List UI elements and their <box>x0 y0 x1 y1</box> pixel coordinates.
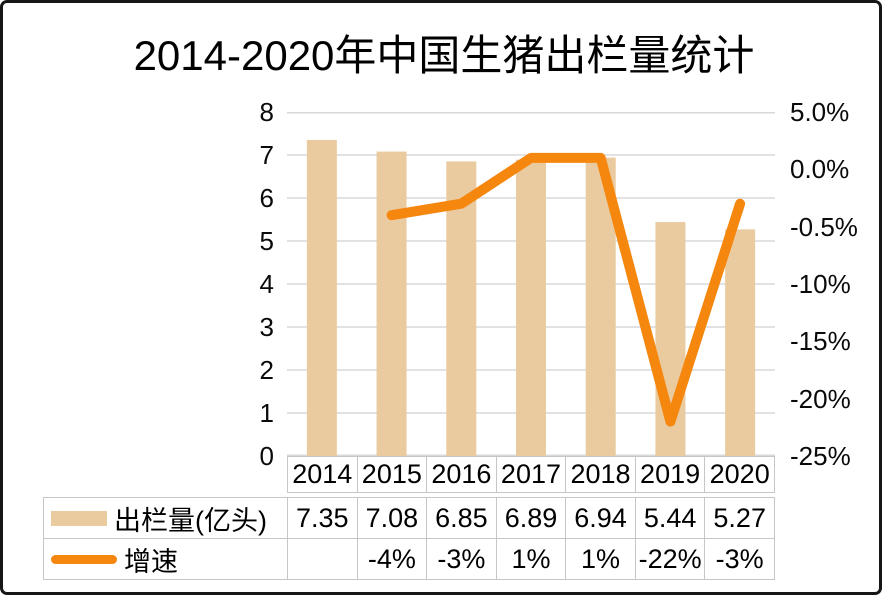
left-axis-tick: 3 <box>259 312 274 342</box>
right-axis-tick: -20% <box>790 383 851 414</box>
left-axis-tick: 2 <box>259 355 274 385</box>
legend-cell: 出栏量(亿头) <box>43 497 288 539</box>
table-cell: 7.08 <box>356 497 428 539</box>
table-cell: 7.35 <box>287 497 358 539</box>
category-cell: 2019 <box>634 456 706 493</box>
table-row: 增速 -4% -3% 1% 1% -22% -3% <box>43 538 775 580</box>
left-axis-tick: 4 <box>259 269 274 299</box>
bar-2017 <box>516 159 546 456</box>
category-cell: 2020 <box>704 456 775 493</box>
category-cell: 2016 <box>426 456 497 493</box>
left-axis-tick: 6 <box>259 183 274 213</box>
left-axis-tick: 8 <box>259 97 274 127</box>
table-cell: 5.44 <box>634 497 706 539</box>
category-cell: 2014 <box>287 456 358 493</box>
table-cell: -3% <box>704 538 775 580</box>
bar-2015 <box>376 151 407 456</box>
legend-label: 出栏量(亿头) <box>114 505 267 536</box>
left-axis-tick: 5 <box>259 226 274 256</box>
bar-2016 <box>446 161 477 456</box>
left-axis-tick: 1 <box>259 398 274 428</box>
table-cell: 1% <box>565 538 636 580</box>
right-axis-tick: -15% <box>790 326 851 357</box>
line-legend-swatch <box>51 554 117 564</box>
x-axis-category-row: 2014 2015 2016 2017 2018 2019 2020 <box>287 456 775 493</box>
left-axis-tick: 7 <box>259 140 274 170</box>
growth-line <box>386 152 746 427</box>
right-axis-tick: 5.0% <box>790 97 850 127</box>
bar-2014 <box>306 139 337 456</box>
category-cell: 2018 <box>565 456 636 493</box>
bar-legend-swatch <box>51 510 107 526</box>
table-row: 出栏量(亿头) 7.35 7.08 6.85 6.89 6.94 5.44 5.27 <box>43 497 775 539</box>
chart-title: 2014-2020年中国生猪出栏量统计 <box>133 32 755 79</box>
table-cell: -3% <box>426 538 497 580</box>
legend-cell: 增速 <box>43 538 288 580</box>
right-axis-tick: -25% <box>790 441 851 471</box>
right-axis-tick: -0.5% <box>790 211 858 242</box>
table-cell: 6.85 <box>426 497 497 539</box>
category-cell: 2015 <box>356 456 428 493</box>
bar-2020 <box>725 229 756 456</box>
table-cell: -4% <box>356 538 428 580</box>
table-cell: 6.94 <box>565 497 636 539</box>
table-cell: 5.27 <box>704 497 775 539</box>
plot-area <box>287 112 775 456</box>
legend-label: 增速 <box>124 546 178 577</box>
data-table: 出栏量(亿头) 7.35 7.08 6.85 6.89 6.94 5.44 5.27 增速 -4%… <box>43 497 775 580</box>
table-cell: 1% <box>495 538 567 580</box>
left-axis-tick: 0 <box>259 441 274 471</box>
right-axis-tick: -10% <box>790 269 851 299</box>
category-cell: 2017 <box>495 456 567 493</box>
right-axis-tick: 0.0% <box>790 154 850 185</box>
table-cell: -22% <box>634 538 706 580</box>
table-cell <box>287 538 358 580</box>
category-row: 2014 2015 2016 2017 2018 2019 2020 <box>287 456 775 493</box>
table-cell: 6.89 <box>495 497 567 539</box>
